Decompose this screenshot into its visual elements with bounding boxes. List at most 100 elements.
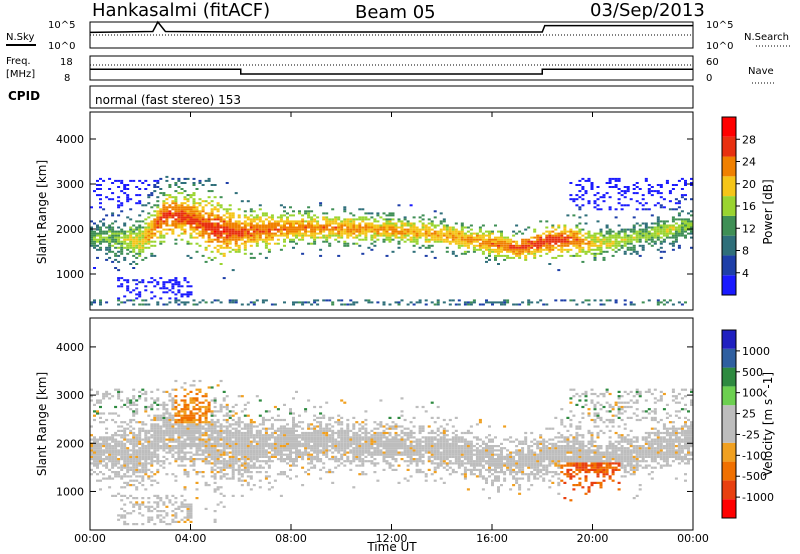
power-cell <box>96 188 99 190</box>
power-cell <box>424 224 428 227</box>
power-cell <box>551 224 555 227</box>
power-cell <box>90 240 93 243</box>
velocity-cell <box>355 447 359 450</box>
velocity-cell <box>346 425 350 428</box>
velocity-cell <box>162 436 166 439</box>
velocity-cell <box>138 503 142 506</box>
velocity-cell <box>313 440 317 443</box>
power-cell <box>192 226 196 229</box>
velocity-cell <box>246 445 250 448</box>
power-cell <box>183 202 187 205</box>
power-cell <box>581 188 585 190</box>
velocity-cell <box>289 449 292 452</box>
power-cell <box>394 232 398 235</box>
velocity-cell <box>171 414 175 417</box>
power-cell <box>442 226 446 229</box>
power-cell <box>273 232 277 235</box>
power-cell <box>168 196 172 199</box>
power-cell <box>171 232 175 235</box>
power-cell <box>234 244 238 247</box>
power-cell <box>153 210 157 213</box>
velocity-cell <box>340 453 344 456</box>
velocity-cell <box>325 423 329 426</box>
velocity-cell <box>301 442 305 445</box>
velocity-cell <box>295 423 298 426</box>
velocity-cell <box>105 451 109 454</box>
power-cell <box>186 198 190 201</box>
velocity-cell <box>93 453 96 456</box>
power-cell <box>210 184 214 186</box>
power-cell <box>551 240 555 243</box>
power-cell <box>542 248 546 251</box>
velocity-cell <box>132 523 136 526</box>
velocity-cell <box>264 449 268 452</box>
power-cell <box>397 220 401 223</box>
power-cell <box>563 242 567 245</box>
power-cell <box>201 218 205 221</box>
power-cell <box>210 212 214 215</box>
velocity-cell <box>213 427 217 430</box>
velocity-cell <box>189 520 193 523</box>
velocity-cell <box>177 410 181 413</box>
power-cell <box>581 248 585 251</box>
velocity-cell <box>117 471 121 474</box>
power-cell <box>400 220 404 223</box>
power-cell <box>512 303 516 306</box>
power-cell <box>201 214 205 217</box>
power-cell <box>219 196 223 199</box>
velocity-cell <box>219 471 223 474</box>
power-cell <box>545 252 549 255</box>
power-cell <box>286 226 289 229</box>
power-cell <box>222 242 226 245</box>
power-cell <box>671 234 675 237</box>
power-cell <box>177 283 181 286</box>
power-cell <box>246 232 250 235</box>
power-cell <box>192 208 196 211</box>
velocity-cell <box>147 501 151 504</box>
power-cell <box>674 226 678 229</box>
power-cell <box>279 220 283 223</box>
power-cell <box>301 214 305 217</box>
power-cell <box>665 232 669 235</box>
power-cell <box>500 244 503 247</box>
power-cell <box>659 224 663 227</box>
velocity-cell <box>147 497 151 500</box>
power-cell <box>581 204 585 207</box>
velocity-cell <box>261 451 265 454</box>
power-cell <box>147 184 151 186</box>
power-cell <box>141 281 145 284</box>
power-cell <box>521 252 525 255</box>
power-cell <box>418 299 422 302</box>
power-cell <box>623 240 627 243</box>
power-cell <box>352 242 356 245</box>
power-cell <box>255 240 259 243</box>
velocity-cell <box>325 451 329 454</box>
power-cell <box>659 232 663 235</box>
power-cell <box>578 222 582 225</box>
velocity-cell <box>279 445 283 448</box>
power-cell <box>518 246 522 249</box>
velocity-cell <box>319 416 323 419</box>
power-cell <box>463 234 467 237</box>
velocity-cell <box>322 445 326 448</box>
power-cell <box>349 232 353 235</box>
velocity-cell <box>319 434 323 437</box>
velocity-cell <box>310 431 314 435</box>
power-cell <box>488 258 491 261</box>
power-cell <box>563 248 567 251</box>
velocity-cell <box>135 488 139 491</box>
velocity-cell <box>237 466 241 469</box>
velocity-cell <box>276 408 280 411</box>
power-cell <box>138 303 142 306</box>
power-colorbar-tick-label: 20 <box>742 178 756 191</box>
velocity-cell <box>231 440 235 443</box>
power-cell <box>460 226 464 229</box>
velocity-cell <box>331 481 335 484</box>
power-cell <box>647 208 651 211</box>
power-cell <box>234 242 238 245</box>
power-cell <box>527 248 531 251</box>
velocity-cell <box>352 425 356 428</box>
velocity-cell <box>111 395 115 398</box>
power-cell <box>415 238 419 241</box>
power-cell <box>439 222 443 225</box>
